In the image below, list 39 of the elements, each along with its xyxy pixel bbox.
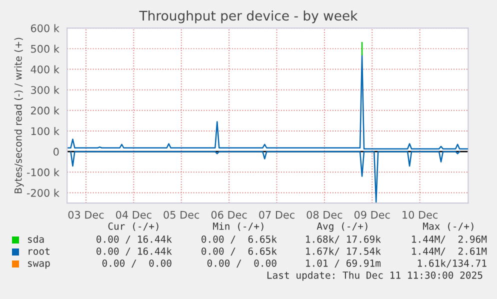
text: Cur (-/+): [108, 222, 158, 231]
text: Max (-/+): [423, 222, 474, 231]
x-tick-label: 04 Dec: [116, 210, 152, 219]
legend-label: sda: [28, 235, 44, 243]
text: 0.00 / 16.44k: [96, 235, 172, 244]
text: 0.00 / 6.65k: [202, 235, 277, 244]
text: Last update: Thu Dec 11 11:30:00 2025: [267, 271, 482, 281]
y-axis-title: Bytes/second read (-) / write (+): [14, 38, 24, 194]
legend-label: root: [28, 248, 50, 255]
y-tick-label: -100 k: [26, 168, 60, 176]
y-tick-label: 0: [54, 148, 59, 156]
text: Avg (-/+): [316, 222, 368, 232]
x-tick-label: 08 Dec: [306, 210, 342, 219]
text: 1.01 / 69.91m: [306, 259, 381, 268]
text: 1.44M/ 2.61M: [412, 247, 487, 256]
text: 0.00 / 0.00: [207, 259, 276, 268]
x-tick-label: 09 Dec: [354, 210, 390, 219]
text: 1.44M/ 2.96M: [412, 235, 487, 244]
text: 0.00 / 0.00: [102, 259, 172, 268]
y-tick-label: -200 k: [26, 188, 60, 197]
x-tick-label: 05 Dec: [164, 210, 200, 219]
y-tick-label: 100 k: [31, 127, 60, 136]
x-tick-label: 06 Dec: [211, 210, 247, 219]
y-tick-label: 200 k: [30, 106, 60, 115]
y-tick-label: 500 k: [31, 44, 60, 53]
text: 1.68k/ 17.69k: [306, 235, 381, 244]
text: 0.00 / 16.44k: [96, 247, 172, 256]
y-tick-label: 400 k: [30, 65, 60, 74]
text: 1.61k/134.71: [418, 259, 486, 268]
y-tick-label: 600 k: [30, 24, 60, 32]
x-tick-label: 10 Dec: [402, 210, 438, 219]
chart-title: Throughput per device - by week: [139, 10, 358, 24]
text: 1.67k/ 17.54k: [306, 247, 381, 256]
x-tick-label: 03 Dec: [68, 210, 104, 219]
text: 0.00 / 6.65k: [202, 247, 277, 256]
x-tick-label: 07 Dec: [259, 210, 294, 219]
legend-label: swap: [28, 261, 50, 269]
text: Min (-/+): [213, 222, 264, 231]
y-tick-label: 300 k: [31, 86, 60, 94]
